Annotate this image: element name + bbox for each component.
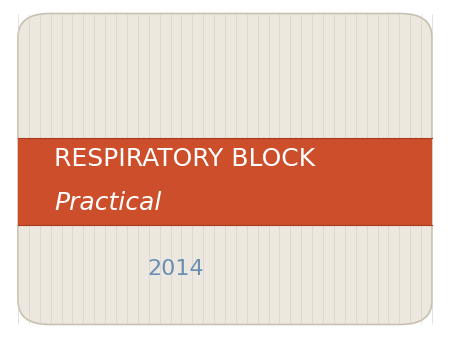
Text: RESPIRATORY BLOCK: RESPIRATORY BLOCK bbox=[54, 147, 315, 171]
Text: Practical: Practical bbox=[54, 191, 162, 215]
Bar bbox=[18, 138, 432, 225]
FancyBboxPatch shape bbox=[18, 14, 432, 324]
Text: 2014: 2014 bbox=[147, 259, 204, 279]
